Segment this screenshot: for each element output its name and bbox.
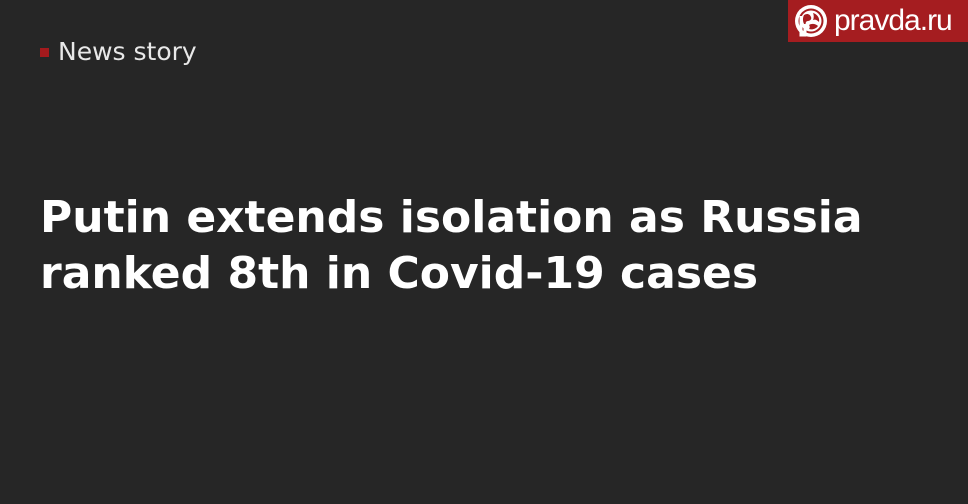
headline[interactable]: Putin extends isolation as Russia ranked… <box>40 190 940 302</box>
logo-text: pravda.ru <box>834 4 953 37</box>
headline-line-1: Putin extends isolation as Russia <box>40 192 863 243</box>
category-marker-icon <box>40 47 49 57</box>
category-tag: News story <box>40 34 197 68</box>
pravda-logo-icon <box>795 5 827 37</box>
category-label: News story <box>58 36 197 66</box>
headline-line-2: ranked 8th in Covid-19 cases <box>40 248 759 299</box>
pravda-logo[interactable]: pravda.ru <box>788 0 968 42</box>
